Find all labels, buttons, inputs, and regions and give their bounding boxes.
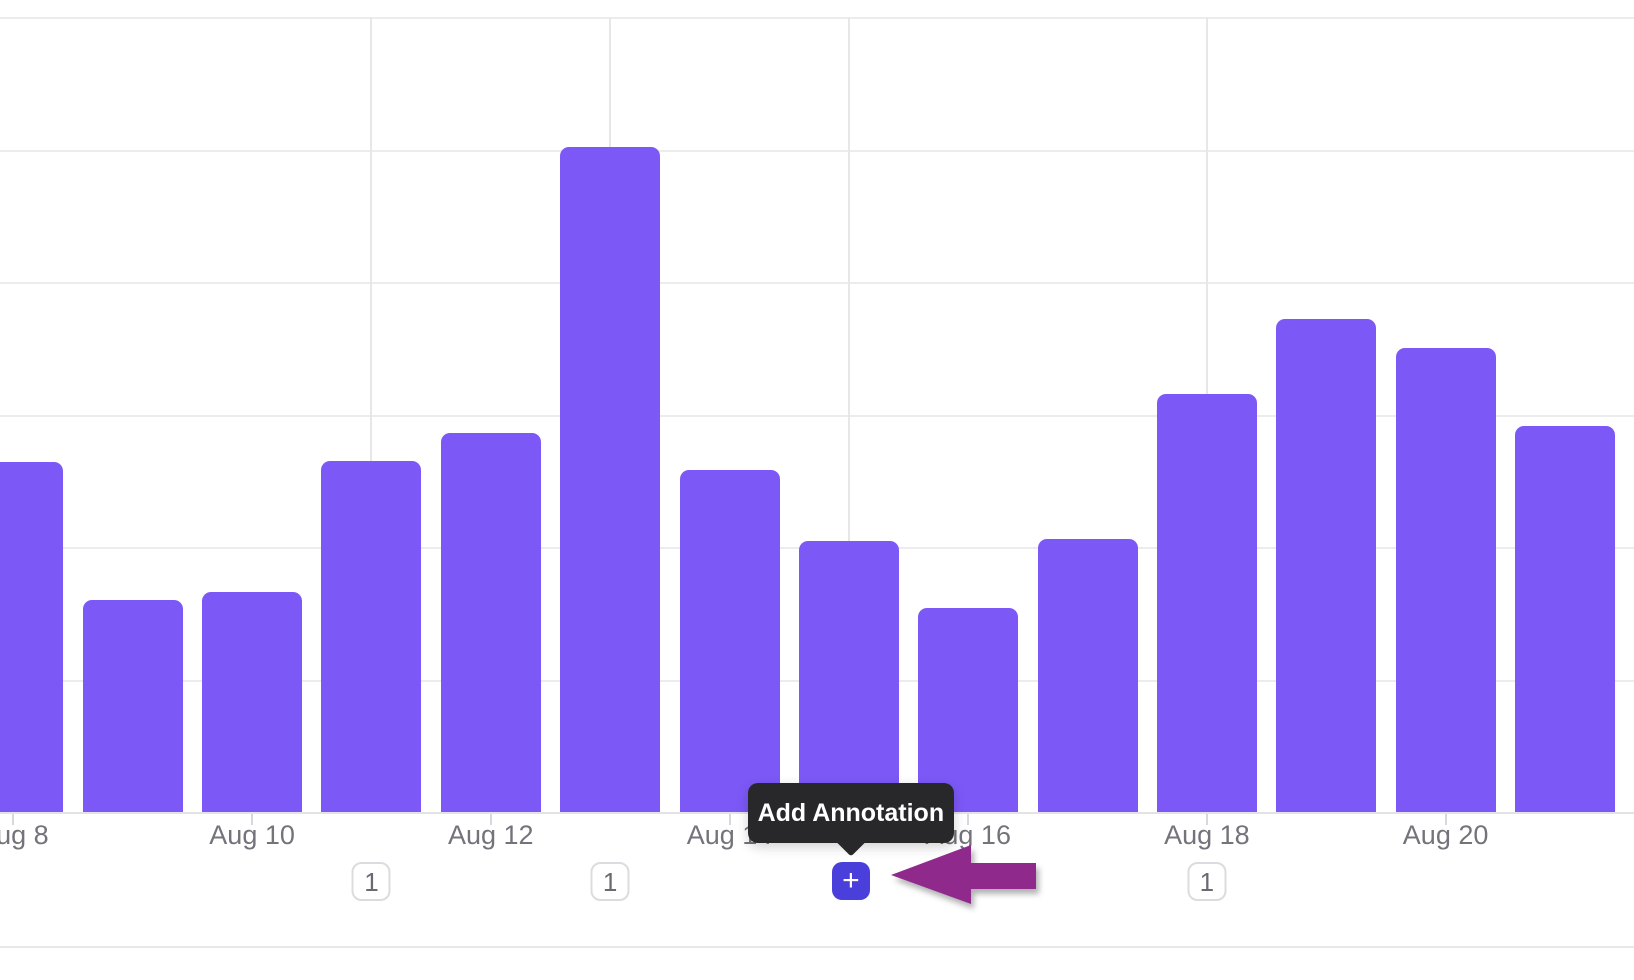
horizontal-gridline [0, 414, 1634, 417]
chart-bar[interactable] [798, 541, 899, 813]
annotation-day-line [370, 18, 373, 813]
horizontal-gridline [0, 282, 1634, 284]
tooltip-label: Add Annotation [757, 798, 945, 827]
x-axis-label: Aug 18 [1164, 820, 1250, 850]
add-annotation-tooltip: Add Annotation [747, 783, 954, 857]
chart-bar[interactable] [321, 461, 422, 813]
chart-bar[interactable] [1037, 539, 1138, 813]
add-annotation-button[interactable]: + [831, 862, 870, 900]
chart-bar[interactable] [0, 462, 64, 813]
horizontal-gridline [0, 17, 1634, 19]
chart-bar[interactable] [1395, 348, 1496, 813]
x-axis-tick [12, 814, 15, 825]
horizontal-gridline [0, 149, 1634, 152]
chart-bar[interactable] [679, 470, 780, 813]
x-axis-tick [728, 814, 731, 825]
annotation-count-badge[interactable]: 1 [351, 862, 391, 901]
x-axis-tick [251, 814, 254, 825]
chart-bar[interactable] [918, 608, 1019, 813]
x-axis-label: Aug 12 [448, 820, 534, 850]
chart-bar[interactable] [1514, 426, 1615, 813]
annotation-count-badge[interactable]: 1 [590, 862, 630, 901]
x-axis-tick [489, 814, 492, 825]
x-axis-label: Aug 20 [1402, 820, 1489, 850]
x-axis-tick [1205, 814, 1208, 825]
chart-bar[interactable] [1156, 394, 1257, 813]
x-axis-label: Aug 10 [209, 820, 295, 850]
x-axis-tick [967, 814, 970, 825]
chart-bar[interactable] [440, 433, 541, 813]
x-axis-label: Aug 8 [0, 820, 49, 850]
bottom-divider [0, 946, 1634, 948]
chart-bar[interactable] [1276, 319, 1377, 813]
annotation-count-badge[interactable]: 1 [1187, 862, 1227, 901]
chart-bar[interactable] [202, 592, 303, 813]
x-axis-tick [1444, 814, 1447, 825]
chart-bar[interactable] [560, 147, 661, 813]
chart-bar[interactable] [82, 600, 183, 813]
annotation-day-line [847, 18, 850, 813]
